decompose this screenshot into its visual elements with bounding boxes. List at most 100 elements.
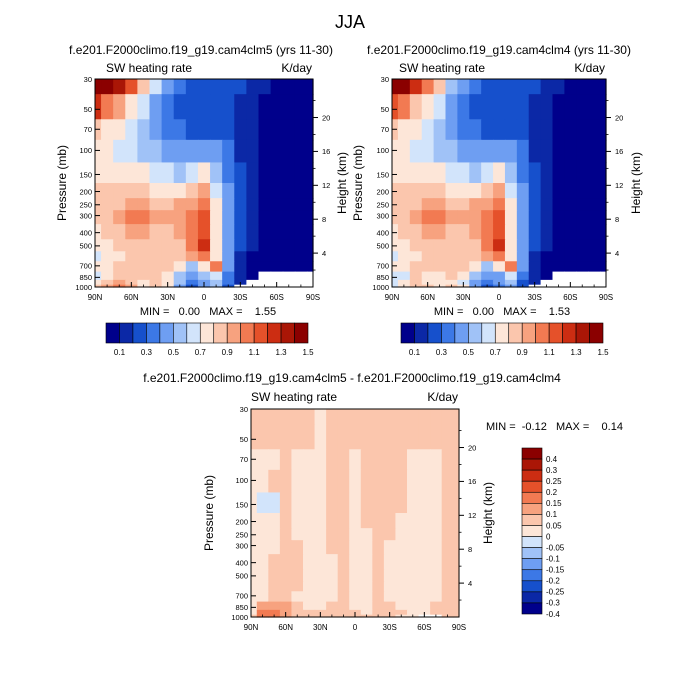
heatmap-cell: [125, 271, 138, 281]
heatmap-cell: [349, 492, 362, 514]
heatmap-cell: [407, 409, 420, 425]
heatmap-cell: [360, 609, 373, 616]
colorbar-label: -0.15: [546, 566, 565, 575]
heatmap-cell: [197, 119, 211, 141]
heatmap-cell: [372, 469, 385, 494]
colorbar-box: [508, 322, 523, 344]
heatmap-cell: [433, 251, 447, 262]
heatmap-cell: [268, 540, 281, 555]
heatmap-cell: [337, 409, 350, 425]
heatmap-cell: [246, 239, 260, 252]
heatmap-cell: [197, 162, 211, 184]
x-tick-label: 30N: [160, 293, 175, 302]
heatmap-cell: [441, 449, 454, 471]
heatmap-cell: [234, 139, 247, 164]
heatmap-cell: [294, 239, 308, 252]
colorbar-box: [240, 322, 255, 344]
colorbar-label: 0.2: [546, 488, 558, 497]
heatmap-cell: [113, 210, 126, 225]
heatmap-cell: [430, 409, 443, 425]
heatmap-cell: [282, 210, 296, 225]
y-tick-label: 500: [235, 572, 248, 581]
heatmap-cell: [528, 239, 542, 252]
heatmap-cell: [409, 198, 423, 211]
colorbar-label: -0.4: [546, 610, 560, 619]
heatmap-cell: [383, 554, 397, 570]
heatmap-cell: [251, 614, 258, 618]
heatmap-cell: [113, 224, 126, 240]
heatmap-cell: [246, 251, 260, 262]
heatmap-cell: [185, 224, 199, 240]
heatmap-cell: [251, 609, 258, 616]
colorbar-box: [521, 547, 543, 559]
heatmap-cell: [493, 198, 506, 211]
colorbar-box: [414, 322, 429, 344]
panel-2: f.e201.F2000climo.f19_g19.cam4clm4 (yrs …: [351, 43, 643, 357]
heatmap-cell: [270, 239, 284, 252]
heatmap-cell: [161, 94, 175, 120]
panel-3-heatmap: [251, 409, 460, 618]
heatmap-cell: [469, 279, 482, 286]
heatmap-cell: [481, 183, 494, 199]
heatmap-cell: [270, 271, 284, 281]
colorbar-box: [146, 322, 161, 344]
heatmap-cell: [161, 79, 175, 95]
heatmap-cell: [397, 119, 411, 141]
heatmap-cell: [418, 513, 431, 529]
heatmap-cell: [576, 224, 589, 240]
heatmap-cell: [137, 183, 151, 199]
heatmap-cell: [349, 528, 362, 541]
heatmap-cell: [306, 94, 314, 120]
heatmap-cell: [397, 271, 411, 281]
heatmap-cell: [326, 409, 339, 425]
heatmap-cell: [453, 609, 460, 616]
heatmap-cell: [409, 79, 423, 95]
heatmap-cell: [314, 581, 327, 592]
heatmap-cell: [516, 79, 530, 95]
heatmap-cell: [137, 251, 151, 262]
heatmap-cell: [504, 94, 518, 120]
heatmap-cell: [469, 139, 482, 164]
heatmap-cell: [516, 210, 530, 225]
heatmap-cell: [270, 251, 284, 262]
heatmap-cell: [149, 271, 163, 281]
heatmap-cell: [397, 279, 411, 286]
x-tick-label: 60S: [563, 293, 577, 302]
heatmap-cell: [372, 581, 385, 592]
heatmap-cell: [395, 469, 408, 494]
heatmap-cell: [185, 271, 199, 281]
heatmap-cell: [314, 469, 327, 494]
heatmap-cell: [360, 591, 373, 603]
heatmap-cell: [349, 540, 362, 555]
heatmap-cell: [303, 424, 316, 450]
heatmap-cell: [125, 261, 138, 273]
panel-2-axes: 90N 60N 30N 0 30S 60S 90S 30 50 70 100 150 200 250300…: [372, 75, 623, 302]
y-right-tick-label: 16: [468, 477, 476, 486]
heatmap-cell: [282, 162, 296, 184]
heatmap-cell: [576, 162, 589, 184]
heatmap-cell: [197, 251, 211, 262]
heatmap-cell: [101, 261, 114, 273]
heatmap-cell: [600, 210, 607, 225]
heatmap-cell: [421, 210, 435, 225]
heatmap-cell: [552, 198, 565, 211]
heatmap-cell: [303, 554, 316, 570]
heatmap-cell: [306, 239, 314, 252]
heatmap-cell: [161, 183, 175, 199]
heatmap-cell: [173, 79, 187, 95]
heatmap-cell: [258, 239, 272, 252]
heatmap-cell: [493, 271, 506, 281]
heatmap-cell: [409, 279, 423, 286]
panel-2-stats: MIN = 0.00 MAX = 1.53: [434, 306, 570, 318]
heatmap-cell: [113, 139, 126, 164]
heatmap-cell: [409, 239, 423, 252]
colorbar-label: 0.9: [222, 348, 234, 357]
heatmap-cell: [409, 271, 423, 281]
colorbar-label: 0.5: [168, 348, 180, 357]
heatmap-cell: [246, 271, 260, 281]
heatmap-cell: [256, 469, 269, 494]
heatmap-cell: [101, 94, 114, 120]
heatmap-cell: [349, 424, 362, 450]
heatmap-cell: [421, 239, 435, 252]
heatmap-cell: [392, 79, 399, 95]
